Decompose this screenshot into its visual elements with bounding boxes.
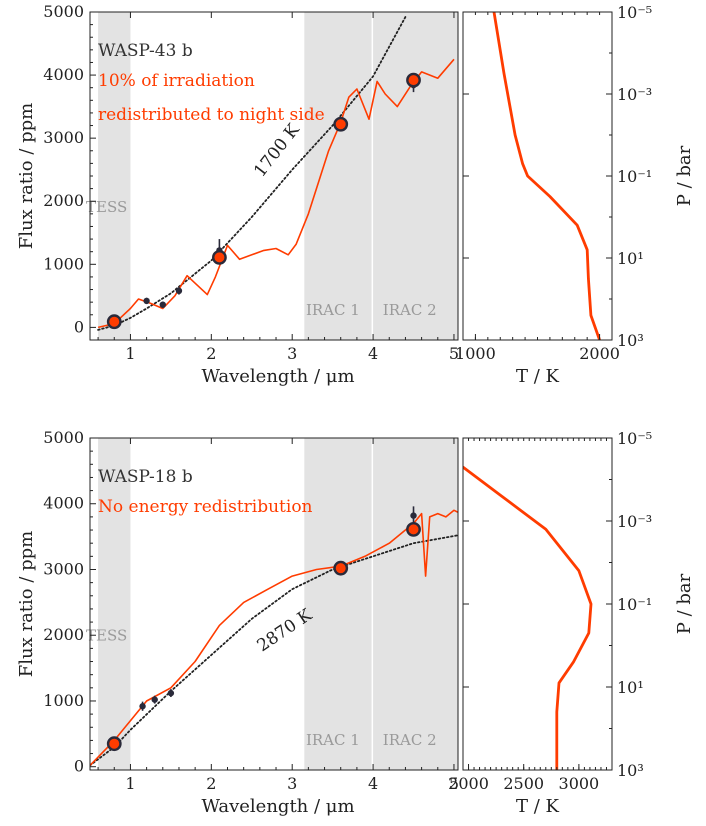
y-tick-label-1: 1000 [43,254,84,273]
profile-x-axis-label: T / K [516,366,560,387]
x-tick-label-4: 5 [449,344,459,363]
profile-y-tick-label-3: 10¹ [617,678,644,697]
obs-point-5 [410,512,417,519]
y-axis-label: Flux ratio / ppm [16,531,37,678]
planet-label: WASP-43 b [98,41,193,61]
band-label-tess: TESS [86,198,127,216]
x-tick-label-2: 3 [287,774,297,793]
profile-y-axis-label: P / bar [674,145,695,206]
model-binned-point-2 [333,116,349,132]
band-irac-2 [373,12,458,340]
y-tick-label-1: 1000 [43,691,84,710]
obs-point-2 [151,696,158,703]
profile-y-axis-label: P / bar [674,573,695,634]
band-label-irac1: IRAC 1 [306,301,360,319]
profile-x-tick-label-2: 3000 [559,774,600,793]
model-binned-point-0 [106,314,122,330]
band-tess [98,438,131,770]
y-axis-label: Flux ratio / ppm [16,103,37,250]
model-binned-point-2 [406,521,421,537]
band-label-irac2: IRAC 2 [383,731,437,749]
band-label-tess: TESS [86,627,127,645]
band-irac-1 [304,438,372,770]
profile-area [492,12,601,340]
tp-profile-line [492,12,601,340]
x-tick-label-3: 4 [368,774,378,793]
x-tick-label-2: 3 [287,344,297,363]
obs-point-1 [139,703,146,710]
y-tick-label-4: 4000 [43,65,84,84]
profile-y-tick-label-2: 10⁻¹ [617,167,652,186]
spectrum-panel-bottom: TESS IRAC 1 IRAC 2 1 2 3 4 5 0 1000 2000 3000 4000 50… [16,428,459,817]
y-tick-label-5: 5000 [43,2,84,21]
model-binned-point-1 [212,249,227,265]
y-tick-label-0: 0 [74,757,84,776]
y-tick-label-0: 0 [74,317,84,336]
blackbody-label: 1700 K [250,120,304,181]
y-tick-label-5: 5000 [43,428,84,447]
profile-x-tick-label-0: 1000 [455,344,496,363]
plot-area [97,12,458,340]
model-binned-point-3 [406,72,421,88]
redistribution-note-0: No energy redistribution [98,497,313,517]
profile-y-tick-label-3: 10¹ [617,249,644,268]
x-tick-label-0: 1 [125,774,135,793]
profile-y-tick-label-4: 10³ [617,331,644,350]
profile-area [463,465,593,770]
band-label-irac2: IRAC 2 [383,301,437,319]
obs-point-3 [175,287,183,294]
planet-label: WASP-18 b [98,467,193,487]
x-tick-label-3: 4 [368,344,378,363]
blackbody-curve [97,16,407,331]
obs-point-1 [143,297,150,305]
model-binned-point-1 [333,560,349,576]
x-tick-label-4: 5 [449,774,459,793]
obs-point-2 [159,301,166,308]
y-tick-label-3: 3000 [43,128,84,147]
blackbody-curve [90,534,458,767]
profile-x-tick-label-1: 2500 [503,774,544,793]
spectrum-panel-top: TESS IRAC 1 IRAC 2 1 2 3 4 5 0 1000 2000 3000 4000 50… [16,2,459,387]
y-tick-label-4: 4000 [43,494,84,513]
profile-y-tick-label-0: 10⁻⁵ [617,3,652,22]
profile-panel-bottom: 2000 2500 3000 10⁻⁵ 10⁻³ 10⁻¹ 10¹ 10³ T / K P / b… [448,429,695,817]
band-label-irac1: IRAC 1 [306,731,360,749]
profile-y-tick-label-4: 10³ [617,761,644,780]
y-tick-label-2: 2000 [43,191,84,210]
model-binned-point-0 [106,736,122,752]
band-irac-2 [373,438,458,770]
redistribution-note-1: redistributed to night side [98,105,325,125]
profile-y-tick-label-1: 10⁻³ [617,512,652,531]
profile-y-tick-label-2: 10⁻¹ [617,595,652,614]
plot-area [90,438,458,770]
redistribution-note-0: 10% of irradiation [98,71,255,91]
x-tick-label-1: 2 [206,774,216,793]
profile-y-tick-label-1: 10⁻³ [617,85,652,104]
profile-x-tick-label-1: 2000 [579,344,620,363]
profile-x-tick-label-0: 2000 [448,774,489,793]
x-axis-label: Wavelength / μm [201,796,354,817]
band-irac-1 [304,12,372,340]
profile-x-axis-label: T / K [516,796,560,817]
tp-profile-line [463,465,593,770]
profile-y-tick-label-0: 10⁻⁵ [617,429,652,448]
profile-panel-top: 1000 2000 10⁻⁵ 10⁻³ 10⁻¹ 10¹ 10³ T / K P / bar [455,3,695,387]
band-tess [98,12,131,340]
x-axis-label: Wavelength / μm [201,366,354,387]
plot-frame [89,437,459,771]
y-tick-label-2: 2000 [43,625,84,644]
obs-point-3 [167,689,175,697]
x-tick-label-1: 2 [206,344,216,363]
y-tick-label-3: 3000 [43,559,84,578]
x-tick-label-0: 1 [125,344,135,363]
